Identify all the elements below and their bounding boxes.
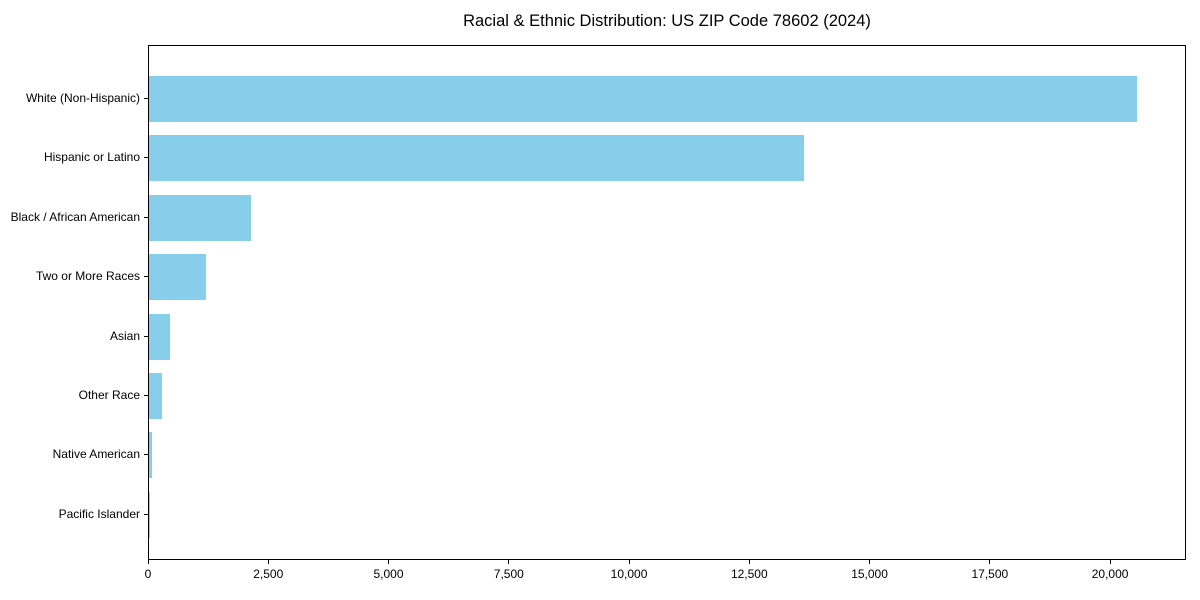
y-tick-mark: [144, 98, 148, 99]
y-tick-mark: [144, 216, 148, 218]
y-tick-label: Other Race: [78, 388, 140, 402]
y-tick-mark: [144, 454, 148, 456]
y-tick-label: Hispanic or Latino: [43, 150, 140, 165]
bar-native-american: [149, 432, 153, 479]
x-tick-label: 15,000: [851, 567, 888, 581]
x-tick-label: 7,500: [493, 567, 524, 581]
y-tick-mark: [144, 335, 148, 337]
y-tick-mark: [144, 395, 148, 396]
bar-asian: [149, 313, 170, 360]
x-tick-label: 10,000: [610, 567, 648, 581]
chart-title: Racial & Ethnic Distribution: US ZIP Cod…: [463, 12, 871, 30]
y-tick-label: Black / African American: [10, 209, 140, 224]
x-tick-label: 20,000: [1091, 567, 1129, 581]
y-tick-mark: [144, 157, 148, 159]
x-tick-label: 5,000: [373, 567, 404, 581]
x-tick-mark: [388, 560, 390, 564]
y-tick-mark: [144, 276, 148, 278]
bar-two-or-more-races: [149, 254, 206, 301]
bar-black-african-american: [149, 194, 251, 241]
y-tick-mark: [144, 513, 148, 515]
x-tick-label: 17,500: [971, 567, 1009, 581]
x-tick-mark: [628, 560, 630, 564]
bar-other-race: [149, 373, 162, 419]
y-tick-label: Asian: [109, 328, 140, 343]
y-tick-label: Pacific Islander: [58, 506, 140, 521]
y-tick-label: Two or More Races: [35, 269, 140, 284]
y-tick-label: Native American: [52, 447, 140, 462]
x-tick-mark: [147, 560, 149, 564]
x-tick-label: 0: [144, 567, 152, 581]
x-tick-mark: [508, 560, 510, 564]
plot-area: [148, 45, 1186, 560]
x-tick-mark: [748, 560, 750, 564]
x-tick-mark: [267, 560, 269, 564]
bar-white-non-hispanic: [149, 76, 1138, 122]
x-tick-label: 2,500: [253, 567, 284, 581]
x-tick-label: 12,500: [730, 567, 768, 581]
x-tick-mark: [989, 560, 991, 564]
x-tick-mark: [1109, 560, 1111, 564]
bar-hispanic-or-latino: [149, 135, 804, 182]
x-tick-mark: [869, 560, 871, 564]
y-tick-label: White (Non-Hispanic): [25, 91, 140, 105]
